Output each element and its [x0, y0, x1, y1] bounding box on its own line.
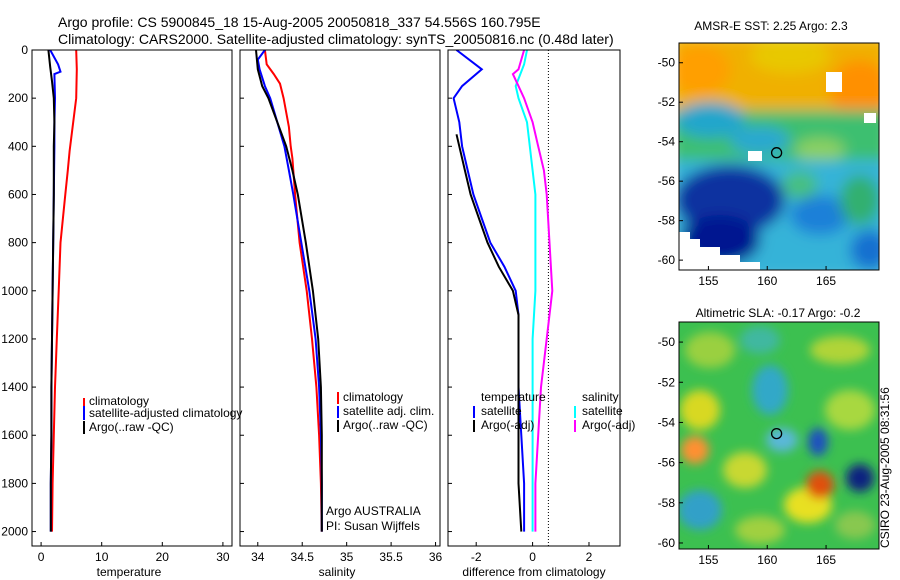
salinity-xtick-label: 35: [340, 550, 354, 564]
salinity-line-satellite-adj-clim: [256, 50, 323, 532]
sla_map-ytick-label: -58: [658, 496, 676, 510]
sst_map-ytick-label: -58: [658, 214, 676, 228]
difference-line-salinity-argo-adj: [511, 50, 554, 532]
salinity-xlabel: salinity: [319, 565, 356, 579]
sla_map-ytick-label: -50: [658, 335, 676, 349]
sst-map-panel: AMSR-E SST: 2.25 Argo: 2.3: [658, 19, 880, 288]
sla_map-xtick-label: 155: [698, 553, 718, 567]
difference-xtick-label: 0: [529, 550, 536, 564]
legend-label-temperature: temperature: [481, 390, 546, 404]
difference-xtick-label: 2: [586, 550, 593, 564]
temperature-ytick-label: 2000: [1, 525, 28, 539]
difference-line-salinity-satellite: [514, 50, 537, 532]
temperature-map-clip: [47, 50, 78, 532]
legend-label-salinity-satellite: satellite: [582, 404, 623, 418]
temperature-line-climatology: [51, 50, 78, 532]
temperature-ytick-label: 800: [8, 236, 28, 250]
salinity-axes-frame: [239, 49, 441, 547]
difference-axes-frame: [447, 49, 621, 547]
difference-legend: temperature satellite Argo(-adj) salinit…: [473, 390, 635, 432]
legend-label-satellite-adj: satellite adj. clim.: [343, 404, 434, 418]
figure-title-line2: Climatology: CARS2000. Satellite-adjuste…: [58, 31, 614, 47]
legend-label-salinity: salinity: [582, 390, 619, 404]
sst_map-ytick-label: -54: [658, 135, 676, 149]
sst-map-title: AMSR-E SST: 2.25 Argo: 2.3: [694, 19, 848, 33]
legend-label-temperature-satellite: satellite: [481, 404, 522, 418]
temperature-ytick-label: 1000: [1, 284, 28, 298]
temperature-xtick-label: 10: [95, 550, 109, 564]
csiro-timestamp-label: CSIRO 23-Aug-2005 08:31:56: [878, 387, 892, 548]
sla-map-title: Altimetric SLA: -0.17 Argo: -0.2: [696, 306, 861, 320]
difference-panel: -2 0 2 difference from climatology tempera…: [447, 49, 635, 579]
sst_map-ytick-label: -60: [658, 253, 676, 267]
temperature-xlabel: temperature: [97, 565, 162, 579]
difference-xtick-label: -2: [471, 550, 482, 564]
salinity-xtick-label: 36: [429, 550, 443, 564]
temperature-xtick-label: 0: [38, 550, 45, 564]
sst_map-ytick-label: -50: [658, 56, 676, 70]
salinity-xtick-label: 35.5: [379, 550, 403, 564]
sla_map-ytick-label: -60: [658, 536, 676, 550]
sla_map-ytick-label: -56: [658, 456, 676, 470]
difference-xlabel: difference from climatology: [462, 565, 605, 579]
sla_map-ytick-label: -54: [658, 415, 676, 429]
sla_map-ytick-label: -52: [658, 375, 676, 389]
sst-field: [679, 43, 879, 270]
sst_map-ytick-label: -52: [658, 95, 676, 109]
sla-map-frame: [678, 321, 880, 550]
temperature-axes-frame: [31, 49, 233, 547]
sla-argo-location-marker: [770, 427, 783, 440]
sst_map-xtick-label: 155: [698, 274, 718, 288]
temperature-panel: 0 10 20 30 0 200 400 600 800 1000 1200 1400 1600 180…: [1, 43, 242, 579]
salinity-legend: climatology satellite adj. clim. Argo(..…: [337, 390, 434, 432]
salinity-panel: 34 34.5 35 35.5 36 salinity climatology sate…: [239, 49, 443, 579]
temperature-ytick-label: 400: [8, 139, 28, 153]
legend-label-argo: Argo(..raw -QC): [89, 420, 174, 434]
temperature-ytick-label: 1600: [1, 428, 28, 442]
legend-label-salinity-argo: Argo(-adj): [582, 418, 635, 432]
legend-label-argo: Argo(..raw -QC): [343, 418, 428, 432]
temperature-ytick-label: 0: [21, 43, 28, 57]
temperature-ytick-label: 1800: [1, 476, 28, 490]
sst-argo-location-marker: [770, 147, 783, 159]
legend-label-satellite-adjusted: satellite-adjusted climatology: [89, 406, 242, 420]
temperature-ytick-label: 1200: [1, 332, 28, 346]
temperature-legend: climatology satellite-adjusted climatolo…: [83, 394, 242, 434]
salinity-annotation-pi: PI: Susan Wijffels: [326, 519, 420, 533]
salinity-xtick-label: 34.5: [291, 550, 315, 564]
sst_map-xtick-label: 165: [816, 274, 836, 288]
sst_map-xtick-label: 160: [757, 274, 777, 288]
sla_map-xtick-label: 165: [816, 553, 836, 567]
sla-map-panel: Altimetric SLA: -0.17 Argo: -0.2: [658, 306, 880, 567]
sla_map-xtick-label: 160: [757, 553, 777, 567]
difference-line-temperature-argo-adj: [455, 134, 523, 532]
legend-label-temperature-argo: Argo(-adj): [481, 418, 534, 432]
temperature-ytick-label: 200: [8, 91, 28, 105]
legend-label-climatology: climatology: [343, 390, 403, 404]
sla-field: [679, 322, 879, 549]
salinity-xtick-label: 34: [251, 550, 265, 564]
salinity-line-argo-raw-qc: [255, 50, 323, 532]
temperature-xtick-label: 20: [156, 550, 170, 564]
temperature-ytick-label: 1400: [1, 380, 28, 394]
sst_map-ytick-label: -56: [658, 174, 676, 188]
temperature-ytick-label: 600: [8, 187, 28, 201]
temperature-xtick-label: 30: [216, 550, 230, 564]
sst-map-frame: [678, 42, 880, 271]
legend-label-climatology: climatology: [89, 394, 149, 408]
temperature-line-argo-raw-qc: [47, 50, 56, 532]
salinity-annotation-argo-australia: Argo AUSTRALIA: [326, 504, 421, 518]
figure-title-line1: Argo profile: CS 5900845_18 15-Aug-2005 …: [58, 14, 541, 30]
